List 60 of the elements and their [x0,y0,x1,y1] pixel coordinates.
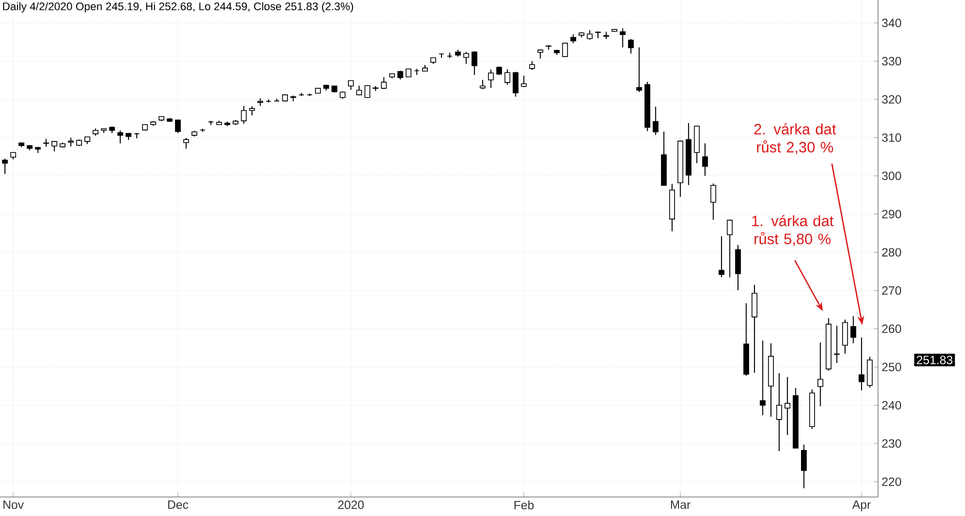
candlestick [51,140,58,152]
y-tick-label: 310 [882,133,902,142]
x-tick-label: Dec [168,500,188,509]
candlestick [652,106,658,136]
candlestick [702,142,708,176]
y-tick-label: 270 [882,286,902,295]
candlestick [710,183,716,220]
y-tick-label: 260 [882,324,902,334]
candlestick [249,106,255,116]
candlestick [512,71,518,98]
candlestick [480,79,486,90]
candlestick [472,50,478,76]
x-tick-label: Mar [670,500,690,509]
candlestick [2,158,8,174]
x-tick-label: Apr [852,500,871,512]
candlestick [628,38,634,54]
annotation: 2. várka dat růst 2,30 % [754,123,836,154]
candlestick [834,325,840,364]
candlestick [776,372,782,452]
chart-title: Daily 4/2/2020 Open 245.19, Hi 252.68, Lo 244.59, Close 251.83 (2.3%) [3,2,354,12]
y-tick-label: 280 [882,248,902,257]
candlestick [636,46,642,93]
candlestick [784,376,790,436]
candlestick [850,316,856,344]
candlestick [586,30,593,40]
candlestick [134,132,140,139]
candlestick [380,76,387,90]
candlestick [817,342,824,407]
candlestick [801,444,807,489]
candlestick [752,284,758,374]
y-tick-label: 340 [882,18,902,28]
y-tick-label: 300 [882,172,902,180]
candlestick [726,219,733,278]
y-tick-label: 250 [882,362,902,372]
candlestick [504,68,510,86]
candlestick [488,69,494,88]
y-tick-label: 290 [882,210,902,218]
y-tick-label: 330 [882,56,902,66]
x-tick-label: Feb [514,500,534,510]
candlestick [175,119,181,134]
candlestick [842,319,848,354]
x-tick-label: Nov [3,500,24,509]
candlestick [183,138,190,150]
candlestick [348,80,354,90]
x-tick-label: 2020 [338,500,364,510]
candlestick [858,337,864,391]
candlestick [463,51,470,64]
y-tick-label: 220 [882,477,902,486]
candlestick [718,236,724,278]
candlestick [620,28,626,48]
candlestick [364,84,370,98]
y-tick-label: 320 [882,95,902,104]
candlestick [414,68,420,76]
candlestick [760,340,766,416]
candlestick [240,105,247,124]
annotation: 1. várka dat růst 5,80 % [752,215,834,246]
candlestick [562,42,568,57]
text: 251.83 [916,356,952,364]
y-tick-label: 230 [882,439,902,448]
y-tick-label: 240 [882,401,902,410]
